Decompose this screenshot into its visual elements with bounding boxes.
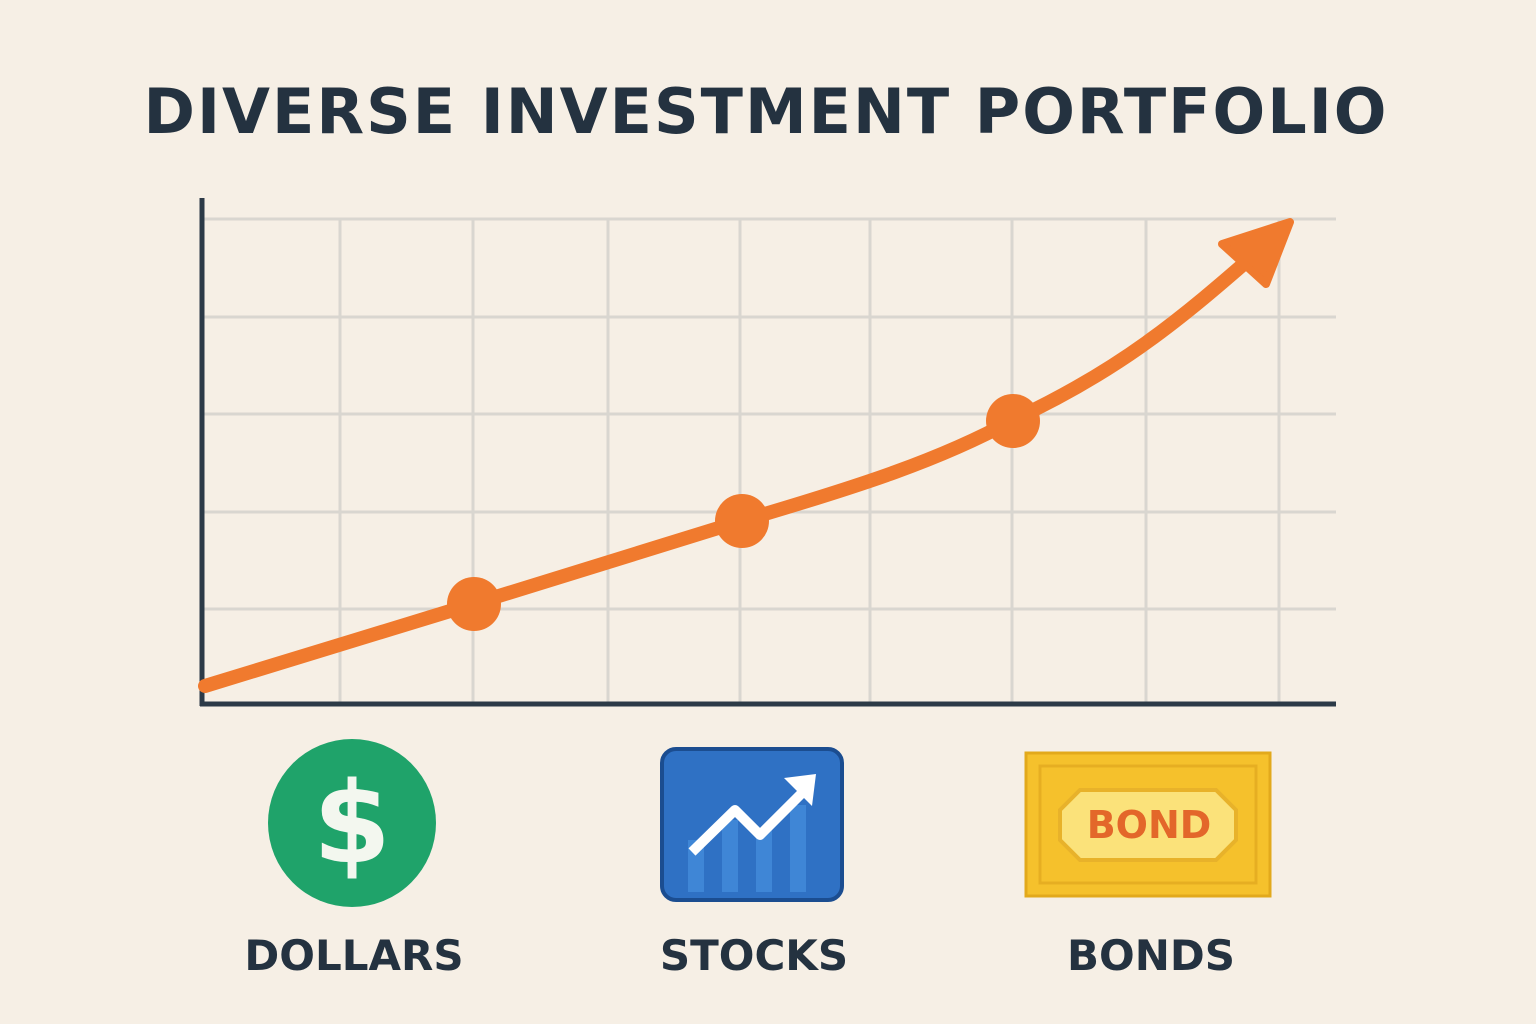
trend-arrow bbox=[688, 786, 809, 856]
dollar-symbol: $ bbox=[313, 759, 391, 889]
bond-text: BOND bbox=[1087, 803, 1212, 847]
dollars-icon: $ bbox=[268, 739, 436, 907]
icon-label: DOLLARS bbox=[244, 931, 463, 980]
trend-arrow-head bbox=[784, 774, 816, 806]
point bbox=[986, 394, 1040, 448]
coin bbox=[268, 739, 436, 907]
point bbox=[447, 577, 501, 631]
arrow-head bbox=[1218, 218, 1294, 288]
icon-label: BONDS bbox=[1067, 931, 1235, 980]
grid bbox=[202, 217, 1336, 702]
icon-label: STOCKS bbox=[660, 931, 848, 980]
bond-border bbox=[1038, 764, 1258, 885]
point bbox=[715, 494, 769, 548]
bond-icon: BOND bbox=[1024, 751, 1272, 898]
stocks-icon bbox=[660, 747, 844, 902]
bars bbox=[688, 805, 806, 892]
title: DIVERSE INVESTMENT PORTFOLIO bbox=[144, 75, 1389, 148]
bond-plate bbox=[1058, 788, 1238, 862]
